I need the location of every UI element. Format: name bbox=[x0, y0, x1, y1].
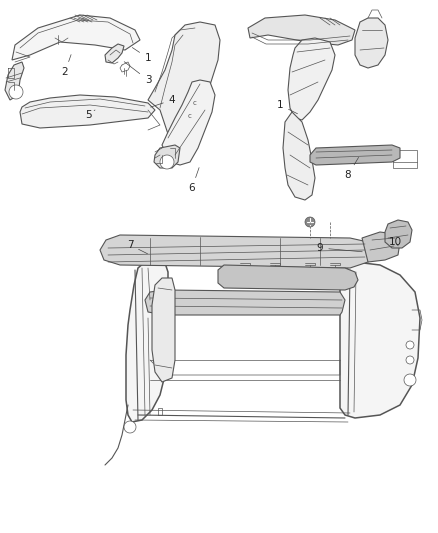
FancyBboxPatch shape bbox=[393, 150, 417, 168]
Text: 8: 8 bbox=[345, 157, 359, 180]
Polygon shape bbox=[162, 80, 215, 165]
Polygon shape bbox=[126, 260, 168, 422]
Circle shape bbox=[9, 85, 23, 99]
Circle shape bbox=[124, 421, 136, 433]
Circle shape bbox=[160, 155, 174, 169]
Circle shape bbox=[406, 356, 414, 364]
Polygon shape bbox=[355, 18, 388, 68]
Text: 1: 1 bbox=[277, 100, 297, 114]
Circle shape bbox=[406, 341, 414, 349]
Text: 4: 4 bbox=[151, 95, 175, 107]
Polygon shape bbox=[20, 95, 155, 128]
Text: 10: 10 bbox=[389, 237, 402, 247]
Polygon shape bbox=[218, 265, 358, 290]
Text: c: c bbox=[188, 113, 192, 119]
Polygon shape bbox=[100, 235, 372, 268]
Polygon shape bbox=[310, 145, 400, 165]
Polygon shape bbox=[152, 278, 175, 382]
Polygon shape bbox=[283, 112, 315, 200]
Circle shape bbox=[404, 374, 416, 386]
Circle shape bbox=[305, 217, 315, 227]
Polygon shape bbox=[248, 15, 355, 45]
Polygon shape bbox=[145, 290, 345, 315]
Polygon shape bbox=[148, 22, 220, 155]
Text: 9: 9 bbox=[317, 243, 362, 253]
Polygon shape bbox=[5, 62, 24, 100]
Polygon shape bbox=[340, 262, 420, 418]
Polygon shape bbox=[154, 145, 180, 168]
Text: 6: 6 bbox=[189, 167, 199, 193]
Polygon shape bbox=[385, 220, 412, 248]
Text: 3: 3 bbox=[124, 62, 151, 85]
Polygon shape bbox=[105, 44, 124, 63]
Text: 1: 1 bbox=[132, 47, 151, 63]
Text: c: c bbox=[193, 100, 197, 106]
Polygon shape bbox=[362, 232, 400, 262]
Text: 2: 2 bbox=[62, 54, 71, 77]
Polygon shape bbox=[12, 15, 140, 60]
Text: 5: 5 bbox=[85, 110, 95, 120]
Text: 7: 7 bbox=[127, 240, 148, 254]
Polygon shape bbox=[288, 38, 335, 120]
